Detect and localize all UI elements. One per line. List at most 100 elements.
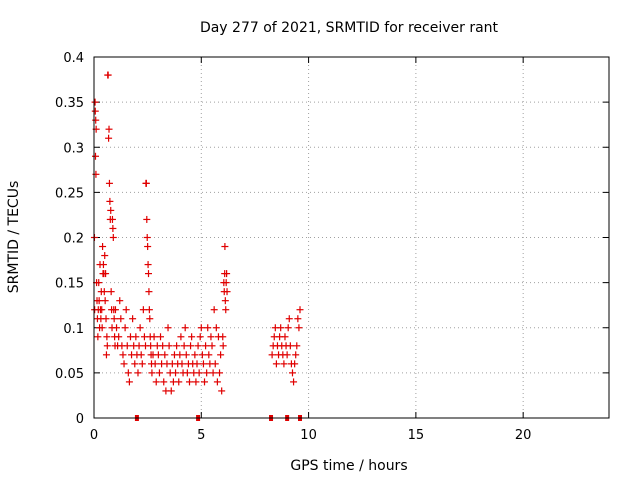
data-point — [152, 378, 160, 386]
data-point — [198, 351, 206, 359]
data-point — [194, 342, 202, 350]
data-point — [221, 297, 229, 305]
y-tick-label: 0.4 — [63, 51, 84, 66]
data-point — [203, 369, 211, 377]
data-point — [217, 351, 225, 359]
data-point — [105, 125, 113, 133]
data-point — [165, 342, 173, 350]
data-point — [98, 306, 106, 314]
data-point — [209, 369, 217, 377]
data-point — [129, 315, 137, 323]
data-point — [204, 324, 212, 332]
data-point — [125, 378, 133, 386]
data-point — [296, 306, 304, 314]
data-point — [91, 98, 99, 106]
data-point — [288, 369, 296, 377]
grid — [94, 57, 609, 418]
data-point — [95, 297, 103, 305]
data-point — [155, 369, 163, 377]
data-point — [94, 333, 102, 341]
data-point — [293, 342, 301, 350]
data-point — [180, 342, 188, 350]
data-point — [144, 261, 152, 269]
data-point — [175, 378, 183, 386]
y-tick-label: 0.35 — [55, 96, 84, 111]
data-point — [181, 324, 189, 332]
y-tick-label: 0.25 — [55, 186, 84, 201]
x-tick-label: 10 — [300, 428, 317, 443]
data-point — [208, 342, 216, 350]
data-point — [102, 315, 110, 323]
data-point — [164, 324, 172, 332]
data-point — [210, 306, 218, 314]
data-point — [193, 360, 201, 368]
data-point — [121, 324, 129, 332]
data-point — [119, 351, 127, 359]
x-axis-label: GPS time / hours — [290, 458, 407, 474]
data-point — [99, 261, 107, 269]
data-point — [99, 243, 107, 251]
data-point — [172, 369, 180, 377]
data-point — [101, 252, 109, 260]
data-point — [223, 288, 231, 296]
data-point — [92, 152, 100, 160]
data-point — [284, 324, 292, 332]
data-point — [285, 315, 293, 323]
data-point — [117, 315, 125, 323]
data-point — [154, 351, 162, 359]
data-point — [218, 387, 226, 395]
data-point — [291, 360, 299, 368]
data-point — [151, 360, 159, 368]
data-point — [294, 315, 302, 323]
x-tick-label: 5 — [197, 428, 205, 443]
data-point — [292, 351, 300, 359]
data-point — [111, 306, 119, 314]
data-point — [191, 351, 199, 359]
data-point — [295, 324, 303, 332]
data-point — [103, 342, 111, 350]
data-point — [100, 288, 108, 296]
data-point — [160, 378, 168, 386]
y-tick-label: 0.05 — [55, 367, 84, 382]
data-point — [105, 134, 113, 142]
data-point — [91, 107, 99, 115]
data-point — [167, 387, 175, 395]
data-point — [192, 378, 200, 386]
y-tick-label: 0.3 — [63, 141, 84, 156]
data-point — [124, 369, 132, 377]
y-axis-label: SRMTID / TECUs — [6, 181, 22, 294]
data-point — [110, 315, 118, 323]
data-point — [134, 369, 142, 377]
y-tick-labels: 0 0.05 0.1 0.15 0.2 0.25 0.3 0.35 0.4 — [55, 51, 84, 427]
data-point — [145, 306, 153, 314]
data-point — [102, 270, 110, 278]
data-point — [131, 360, 139, 368]
data-point — [219, 342, 227, 350]
x-tick-label: 0 — [90, 428, 98, 443]
data-point — [147, 342, 155, 350]
data-point — [107, 206, 115, 214]
data-point — [197, 324, 205, 332]
data-point — [178, 360, 186, 368]
data-point — [138, 360, 146, 368]
data-point — [207, 333, 215, 341]
data-point — [202, 342, 210, 350]
data-point — [182, 351, 190, 359]
data-point — [286, 342, 294, 350]
data-point — [115, 333, 123, 341]
data-point — [103, 333, 111, 341]
y-tick-label: 0.2 — [63, 232, 84, 247]
data-point — [157, 333, 165, 341]
data-point — [211, 360, 219, 368]
data-point — [107, 288, 115, 296]
data-point — [223, 270, 231, 278]
data-point — [98, 324, 106, 332]
data-point — [201, 378, 209, 386]
data-point — [173, 342, 181, 350]
data-point — [136, 324, 144, 332]
data-point — [137, 351, 145, 359]
y-tick-label: 0 — [76, 412, 84, 427]
data-point — [104, 71, 112, 79]
data-point — [213, 378, 221, 386]
data-point — [222, 279, 230, 287]
